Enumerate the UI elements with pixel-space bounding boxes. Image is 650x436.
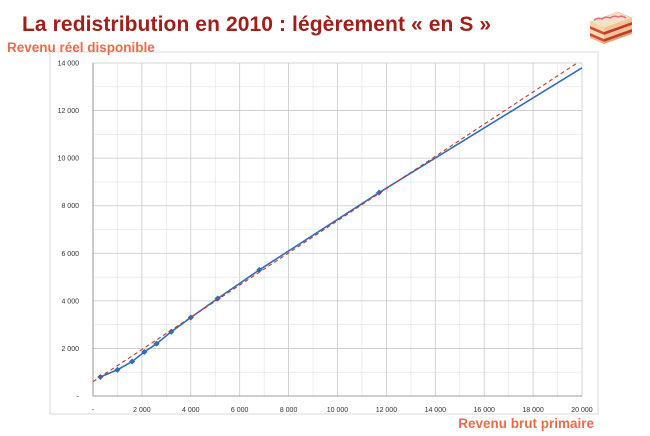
x-axis-label: Revenu brut primaire xyxy=(458,416,594,431)
y-tick-label: 6 000 xyxy=(61,251,79,258)
y-tick-labels: - 2 000 4 000 6 000 8 000 10 000 12 000 14 000 xyxy=(58,61,80,401)
y-tick-label: 4 000 xyxy=(61,298,79,305)
x-tick-label: - xyxy=(92,407,95,414)
data-point xyxy=(141,348,148,356)
x-tick-label: 8 000 xyxy=(280,407,298,414)
y-tick-label: 2 000 xyxy=(61,346,79,353)
x-tick-label: 12 000 xyxy=(376,407,398,414)
data-point xyxy=(153,340,160,347)
x-tick-label: 6 000 xyxy=(231,407,249,414)
x-tick-label: 2 000 xyxy=(133,407,151,414)
y-tick-label: - xyxy=(77,394,80,401)
x-tick-label: 10 000 xyxy=(327,407,349,414)
y-tick-label: 14 000 xyxy=(58,61,80,68)
x-tick-label: 4 000 xyxy=(182,407,200,414)
y-tick-label: 12 000 xyxy=(58,108,80,115)
pastry-image xyxy=(584,6,636,46)
y-axis-label: Revenu réel disponible xyxy=(7,40,155,55)
series-line-dashed xyxy=(92,62,578,383)
y-tick-label: 8 000 xyxy=(61,203,79,210)
data-point xyxy=(214,295,221,302)
data-point xyxy=(114,366,121,373)
x-tick-label: 16 000 xyxy=(473,407,495,414)
x-tick-label: 20 000 xyxy=(571,407,593,414)
data-point xyxy=(129,358,136,365)
x-tick-label: 18 000 xyxy=(522,407,544,414)
series-group xyxy=(92,62,583,383)
x-tick-label: 14 000 xyxy=(425,407,447,414)
y-tick-label: 10 000 xyxy=(58,156,80,163)
slide-title: La redistribution en 2010 : légèrement «… xyxy=(22,13,492,36)
x-tick-labels: - 2 000 4 000 6 000 8 000 10 000 12 000 14 000 1… xyxy=(92,407,593,414)
